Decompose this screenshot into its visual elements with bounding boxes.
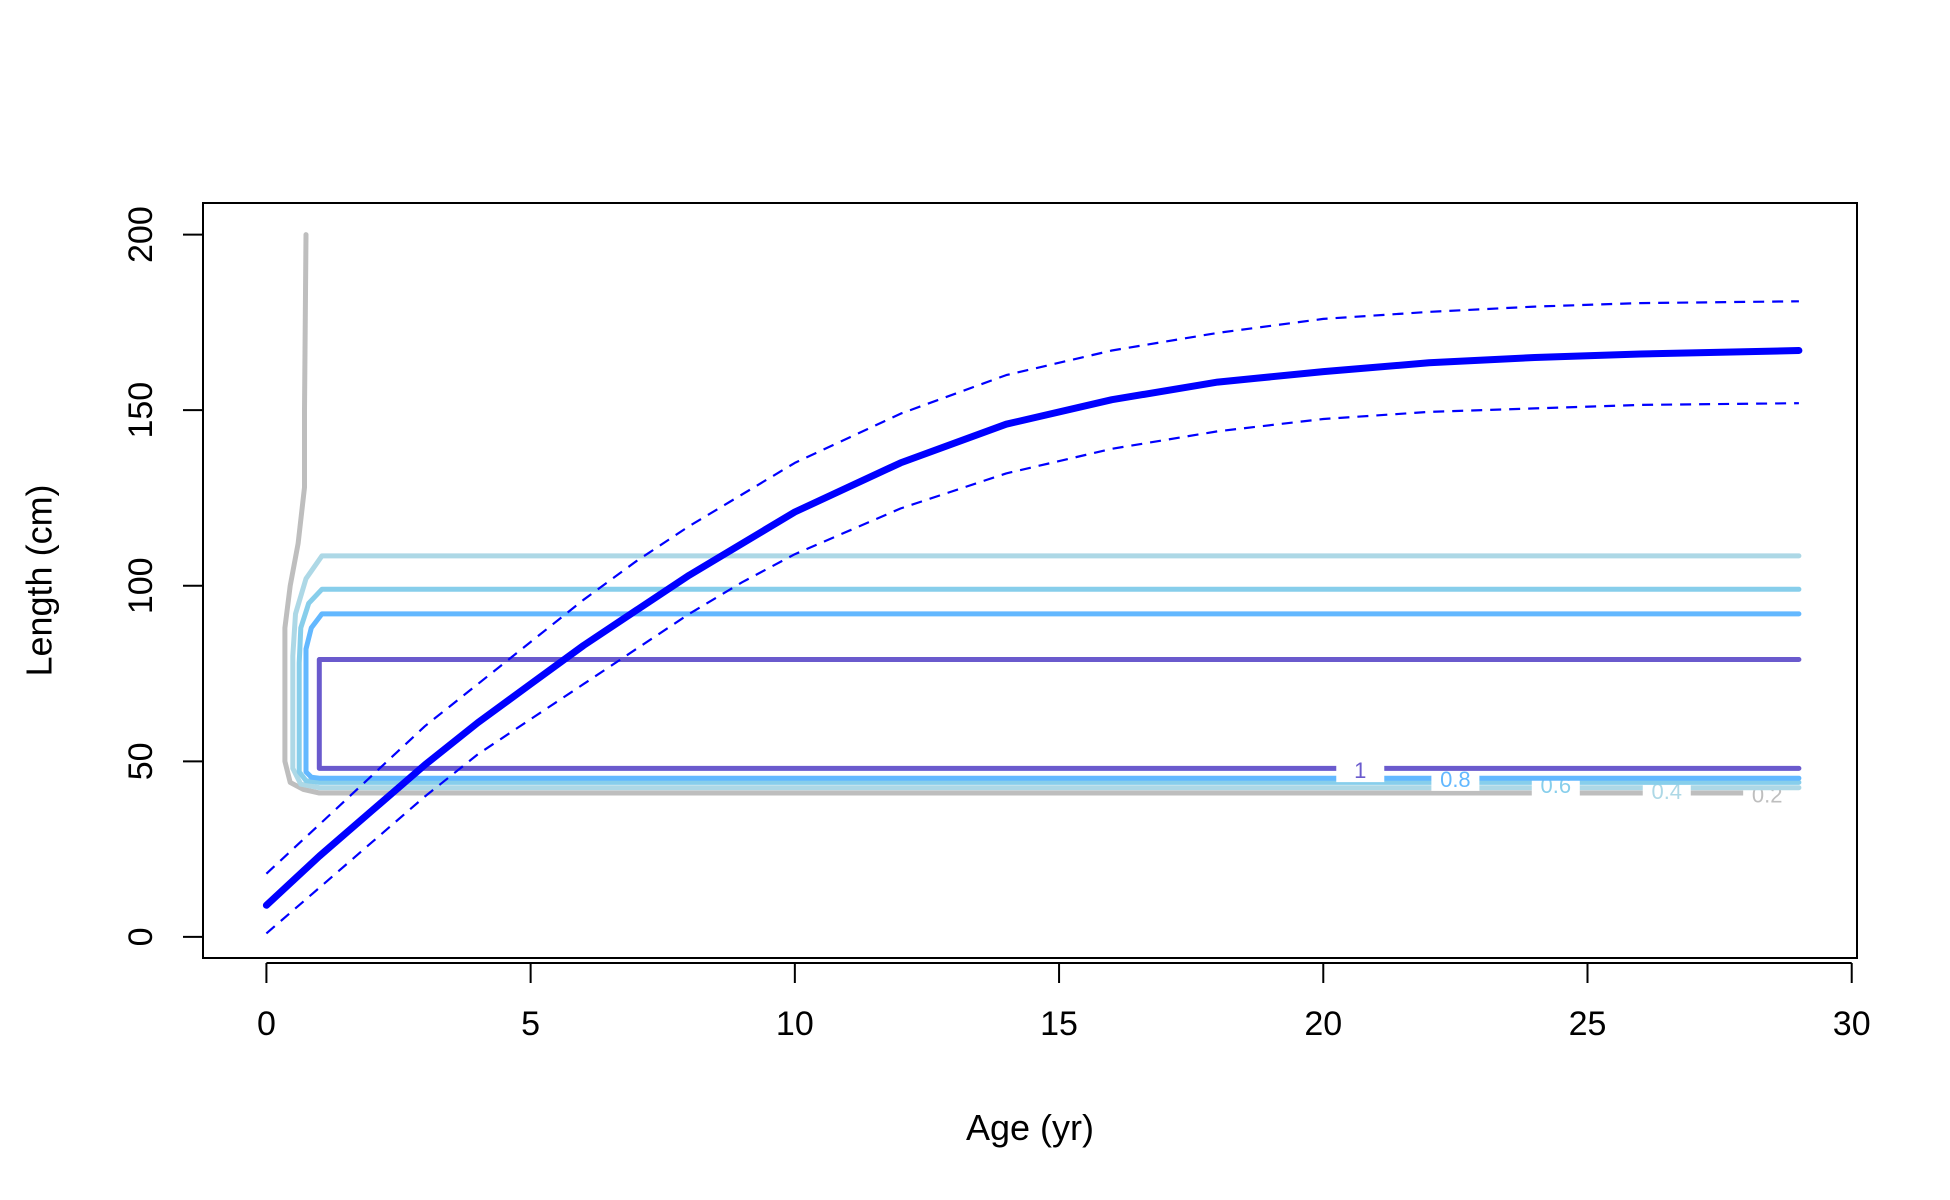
series-line-mean xyxy=(262,347,1803,909)
x-tick-label: 0 xyxy=(257,1005,276,1043)
plot-area-box xyxy=(202,202,1858,959)
x-axis-label: Age (yr) xyxy=(966,1107,1094,1148)
y-tick-label: 50 xyxy=(122,742,160,780)
x-tick-label: 20 xyxy=(1304,1005,1342,1043)
x-tick-label: 25 xyxy=(1569,1005,1607,1043)
x-tick-label: 10 xyxy=(776,1005,814,1043)
y-tick-label: 0 xyxy=(122,927,160,946)
contour-line-0-2 xyxy=(282,232,1791,796)
x-tick-label: 5 xyxy=(521,1005,540,1043)
contour-label-gap xyxy=(1336,758,1385,783)
x-tick-label: 15 xyxy=(1040,1005,1078,1043)
contour-label-0-8: 0.8 xyxy=(1440,767,1471,792)
contour-line-0-8 xyxy=(303,611,1802,781)
y-axis-label: Length (cm) xyxy=(19,484,60,676)
y-tick-label: 100 xyxy=(122,557,160,614)
x-axis: 0 5 10 15 20 25 30 xyxy=(257,962,1871,1043)
contour-label-1: 1 xyxy=(1354,758,1366,783)
contour-layer: 0.20.40.60.81 xyxy=(282,232,1802,808)
series-layer xyxy=(262,300,1803,935)
y-axis: 0 50 100 150 200 xyxy=(122,206,204,946)
y-tick-label: 150 xyxy=(122,382,160,439)
x-tick-label: 30 xyxy=(1833,1005,1871,1043)
y-tick-label: 200 xyxy=(122,206,160,263)
contour-label-gap xyxy=(1431,766,1480,791)
